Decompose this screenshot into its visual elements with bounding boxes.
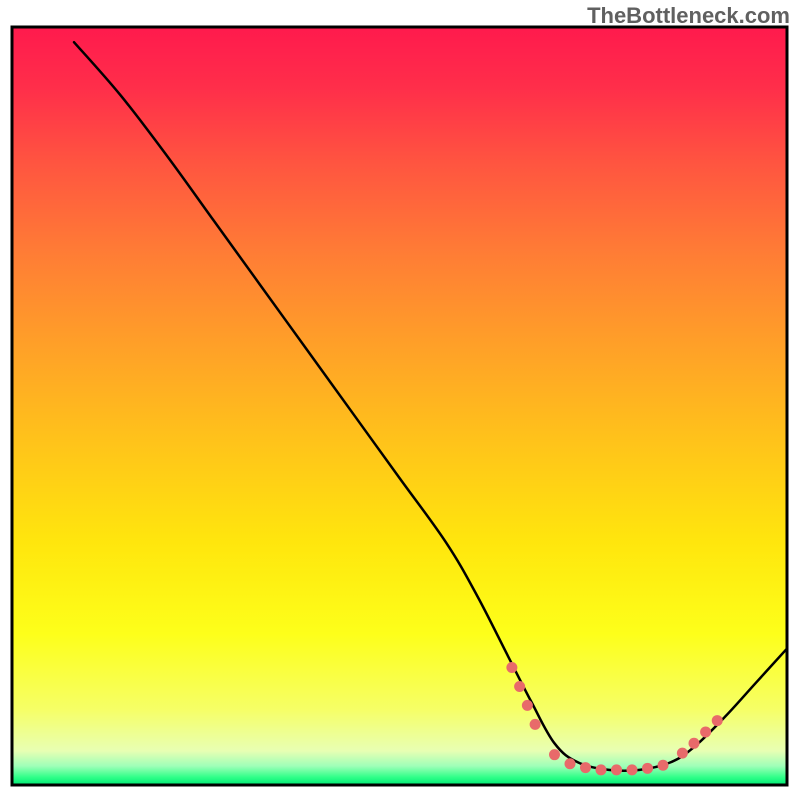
curve-marker (565, 758, 576, 769)
curve-marker (596, 764, 607, 775)
curve-marker (627, 764, 638, 775)
curve-marker (712, 715, 723, 726)
curve-marker (658, 760, 669, 771)
curve-marker (506, 662, 517, 673)
curve-marker (549, 749, 560, 760)
curve-marker (677, 748, 688, 759)
curve-marker (530, 719, 541, 730)
curve-marker (642, 763, 653, 774)
curve-marker (700, 726, 711, 737)
watermark-text: TheBottleneck.com (587, 3, 790, 29)
curve-marker (514, 681, 525, 692)
curve-marker (580, 762, 591, 773)
chart-svg (0, 0, 800, 800)
curve-marker (522, 700, 533, 711)
curve-marker (611, 764, 622, 775)
chart-background-gradient (12, 27, 787, 785)
curve-marker (689, 738, 700, 749)
